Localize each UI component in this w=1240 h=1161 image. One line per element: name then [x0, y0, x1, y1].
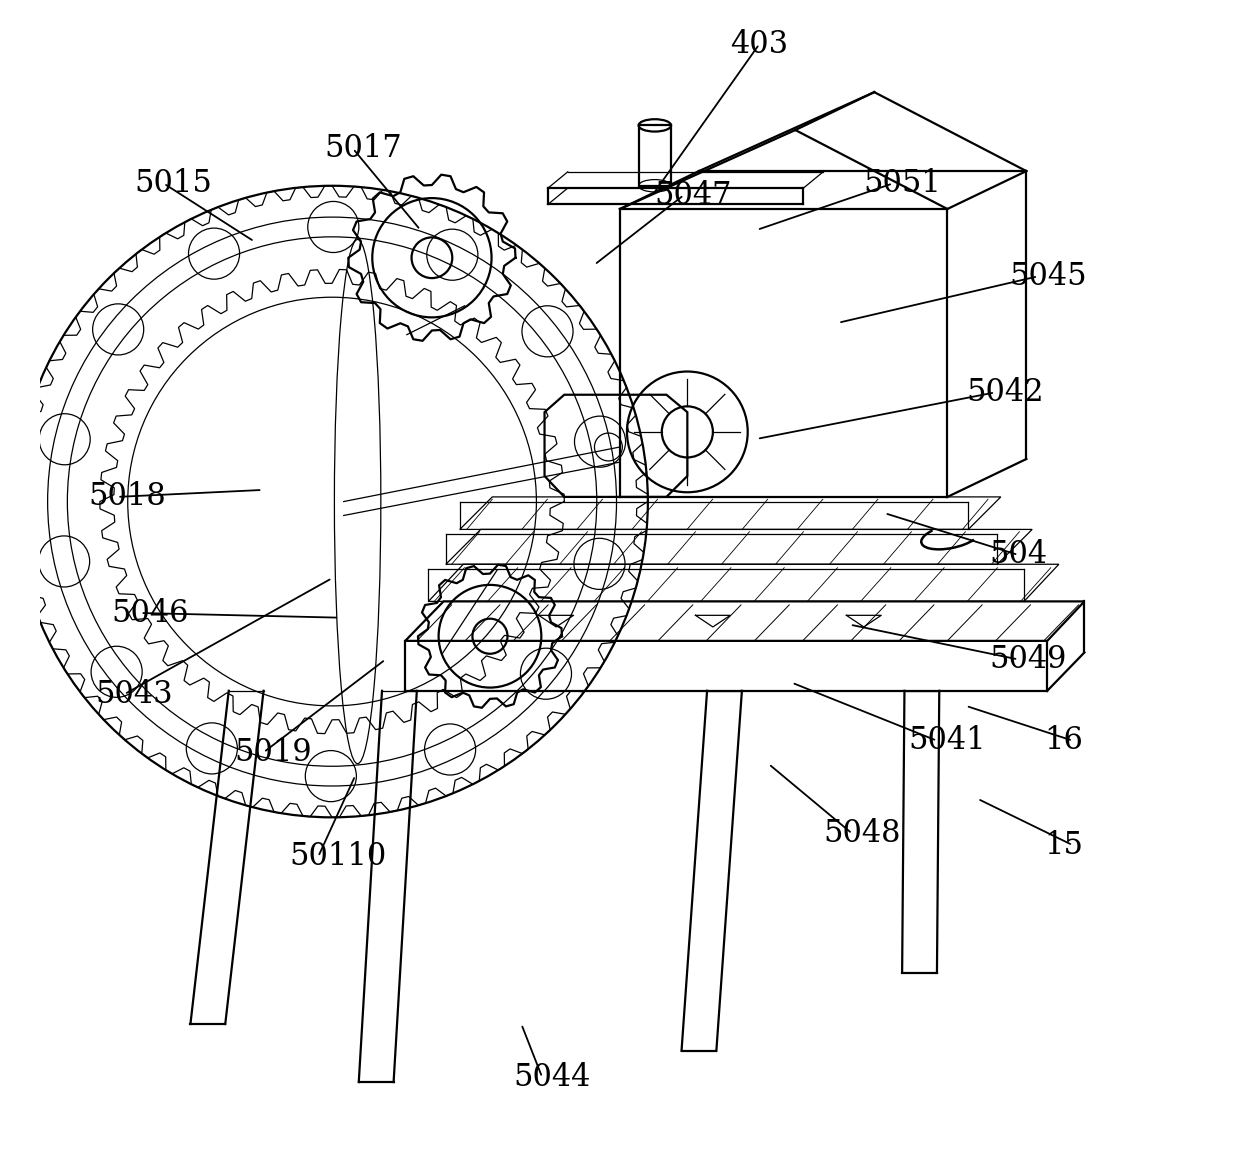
Text: 5018: 5018 — [88, 482, 166, 512]
Text: 5015: 5015 — [135, 168, 212, 199]
Text: 50110: 50110 — [289, 842, 387, 872]
Text: 5045: 5045 — [1009, 261, 1086, 291]
Text: 5042: 5042 — [966, 377, 1044, 408]
Bar — [639, 125, 671, 186]
Text: 5051: 5051 — [864, 168, 941, 199]
Text: 5046: 5046 — [112, 598, 188, 628]
Text: 5044: 5044 — [513, 1062, 590, 1093]
Text: 403: 403 — [730, 29, 789, 59]
Text: 5019: 5019 — [234, 737, 312, 767]
Text: 5041: 5041 — [908, 726, 986, 756]
Text: 5049: 5049 — [990, 644, 1066, 675]
Text: 5043: 5043 — [95, 679, 172, 709]
Text: 504: 504 — [990, 540, 1048, 570]
Text: 16: 16 — [1044, 726, 1083, 756]
Text: 5017: 5017 — [324, 134, 402, 164]
Text: 15: 15 — [1044, 830, 1083, 860]
Text: 5047: 5047 — [655, 180, 733, 210]
Text: 5048: 5048 — [823, 819, 900, 849]
